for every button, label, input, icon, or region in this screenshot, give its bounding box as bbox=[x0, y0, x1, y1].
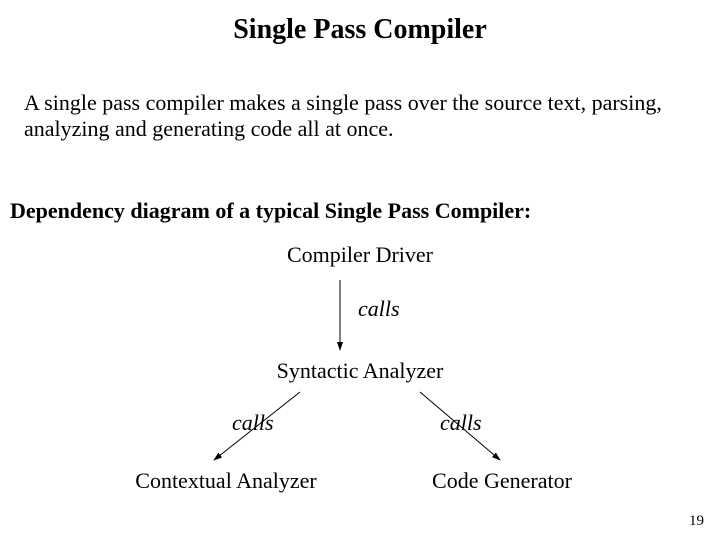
node-syntactic-analyzer: Syntactic Analyzer bbox=[260, 358, 460, 384]
diagram-subheading: Dependency diagram of a typical Single P… bbox=[10, 198, 531, 224]
intro-paragraph: A single pass compiler makes a single pa… bbox=[24, 90, 684, 143]
edge-label-driver-syntax: calls bbox=[358, 296, 400, 322]
page-number: 19 bbox=[689, 513, 704, 530]
slide-title: Single Pass Compiler bbox=[0, 14, 720, 46]
node-compiler-driver: Compiler Driver bbox=[260, 242, 460, 268]
node-contextual-analyzer: Contextual Analyzer bbox=[116, 468, 336, 494]
diagram-arrows bbox=[0, 0, 720, 540]
edge-label-syntax-codegen: calls bbox=[440, 410, 482, 436]
edge-label-syntax-context: calls bbox=[232, 410, 274, 436]
node-code-generator: Code Generator bbox=[412, 468, 592, 494]
slide: Single Pass Compiler A single pass compi… bbox=[0, 0, 720, 540]
